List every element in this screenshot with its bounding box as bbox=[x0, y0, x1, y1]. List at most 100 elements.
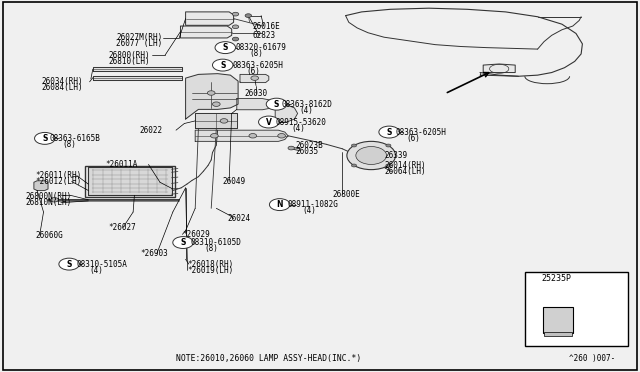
Text: S: S bbox=[180, 238, 186, 247]
Circle shape bbox=[212, 102, 220, 106]
Polygon shape bbox=[88, 167, 172, 195]
Text: 26800N(RH): 26800N(RH) bbox=[26, 192, 72, 201]
Text: S: S bbox=[387, 128, 392, 137]
Circle shape bbox=[245, 14, 252, 17]
Text: 25235P: 25235P bbox=[542, 274, 572, 283]
Polygon shape bbox=[186, 12, 234, 25]
Text: S: S bbox=[67, 260, 72, 269]
Text: (6): (6) bbox=[246, 67, 260, 76]
Polygon shape bbox=[195, 113, 237, 128]
Circle shape bbox=[356, 147, 387, 164]
Text: S: S bbox=[223, 43, 228, 52]
Polygon shape bbox=[483, 64, 515, 73]
Text: (8): (8) bbox=[250, 49, 264, 58]
Polygon shape bbox=[186, 74, 238, 119]
Text: 62823: 62823 bbox=[253, 31, 276, 40]
Circle shape bbox=[351, 144, 356, 147]
Text: 26064(LH): 26064(LH) bbox=[384, 167, 426, 176]
Text: 26049: 26049 bbox=[223, 177, 246, 186]
Text: 08363-8162D: 08363-8162D bbox=[282, 100, 332, 109]
Text: 26810N(LH): 26810N(LH) bbox=[26, 198, 72, 207]
Text: 26339: 26339 bbox=[384, 151, 407, 160]
Text: 08363-6165B: 08363-6165B bbox=[50, 134, 100, 143]
Circle shape bbox=[211, 134, 218, 138]
Text: (4): (4) bbox=[90, 266, 104, 275]
Circle shape bbox=[51, 198, 58, 202]
Text: (8): (8) bbox=[205, 244, 219, 253]
Text: 26016E: 26016E bbox=[253, 22, 280, 31]
Bar bbox=[85, 166, 175, 197]
Circle shape bbox=[220, 119, 228, 123]
Text: 26022: 26022 bbox=[140, 126, 163, 135]
Circle shape bbox=[232, 12, 239, 16]
Text: *26011(RH): *26011(RH) bbox=[35, 171, 81, 180]
Circle shape bbox=[259, 116, 279, 128]
Circle shape bbox=[351, 164, 356, 167]
Circle shape bbox=[288, 146, 294, 150]
Circle shape bbox=[207, 91, 215, 95]
Text: 26024: 26024 bbox=[227, 214, 250, 223]
Polygon shape bbox=[34, 181, 48, 190]
Text: N: N bbox=[276, 200, 283, 209]
Text: 26060G: 26060G bbox=[35, 231, 63, 240]
Text: *26029: *26029 bbox=[182, 230, 210, 239]
Circle shape bbox=[379, 126, 399, 138]
Circle shape bbox=[212, 59, 233, 71]
Polygon shape bbox=[275, 104, 298, 123]
Circle shape bbox=[269, 199, 290, 211]
Circle shape bbox=[347, 141, 396, 170]
Text: 26035: 26035 bbox=[296, 147, 319, 156]
Circle shape bbox=[266, 98, 287, 110]
Text: 08915-53620: 08915-53620 bbox=[275, 118, 326, 126]
Text: S: S bbox=[274, 100, 279, 109]
Text: 08320-61679: 08320-61679 bbox=[236, 43, 286, 52]
Text: 26084(LH): 26084(LH) bbox=[42, 83, 83, 92]
Text: *26903: *26903 bbox=[141, 249, 168, 258]
Text: 26023B: 26023B bbox=[296, 141, 323, 150]
Circle shape bbox=[59, 258, 79, 270]
Text: 26030: 26030 bbox=[244, 89, 268, 98]
Text: 08310-6105D: 08310-6105D bbox=[191, 238, 241, 247]
Polygon shape bbox=[237, 99, 275, 110]
Text: NOTE:26010,26060 LAMP ASSY-HEAD(INC.*): NOTE:26010,26060 LAMP ASSY-HEAD(INC.*) bbox=[176, 355, 362, 363]
Circle shape bbox=[278, 134, 285, 138]
Polygon shape bbox=[93, 67, 182, 71]
Text: (8): (8) bbox=[63, 140, 77, 149]
Polygon shape bbox=[195, 130, 288, 141]
Circle shape bbox=[232, 37, 239, 41]
Text: 08911-1082G: 08911-1082G bbox=[288, 200, 339, 209]
Circle shape bbox=[173, 237, 193, 248]
Text: 26034(RH): 26034(RH) bbox=[42, 77, 83, 86]
Text: (4): (4) bbox=[299, 106, 313, 115]
Circle shape bbox=[251, 76, 259, 80]
Text: 08310-5105A: 08310-5105A bbox=[77, 260, 127, 269]
Polygon shape bbox=[93, 76, 182, 80]
Text: S: S bbox=[42, 134, 47, 143]
Text: *26011A: *26011A bbox=[106, 160, 138, 169]
Text: *26019(LH): *26019(LH) bbox=[187, 266, 233, 275]
Circle shape bbox=[215, 42, 236, 54]
Text: 08363-6205H: 08363-6205H bbox=[232, 61, 283, 70]
Circle shape bbox=[232, 25, 239, 29]
Bar bbox=[525, 272, 628, 346]
Text: *26018(RH): *26018(RH) bbox=[187, 260, 233, 269]
Text: (4): (4) bbox=[291, 124, 305, 133]
Text: (4): (4) bbox=[302, 206, 316, 215]
Bar bbox=[543, 307, 573, 333]
Circle shape bbox=[249, 134, 257, 138]
Text: 26800(RH): 26800(RH) bbox=[109, 51, 150, 60]
Text: 26014(RH): 26014(RH) bbox=[384, 161, 426, 170]
Circle shape bbox=[386, 144, 391, 147]
Text: 26810(LH): 26810(LH) bbox=[109, 57, 150, 65]
Text: 08363-6205H: 08363-6205H bbox=[396, 128, 446, 137]
Polygon shape bbox=[240, 74, 269, 83]
Bar bbox=[544, 332, 572, 336]
Text: (6): (6) bbox=[406, 134, 420, 143]
Text: V: V bbox=[266, 118, 272, 126]
Circle shape bbox=[386, 164, 391, 167]
Text: ^260 )007-: ^260 )007- bbox=[570, 355, 616, 363]
Text: 26077 (LH): 26077 (LH) bbox=[116, 39, 163, 48]
Text: *26027: *26027 bbox=[109, 223, 136, 232]
Text: S: S bbox=[220, 61, 225, 70]
Polygon shape bbox=[180, 26, 232, 38]
